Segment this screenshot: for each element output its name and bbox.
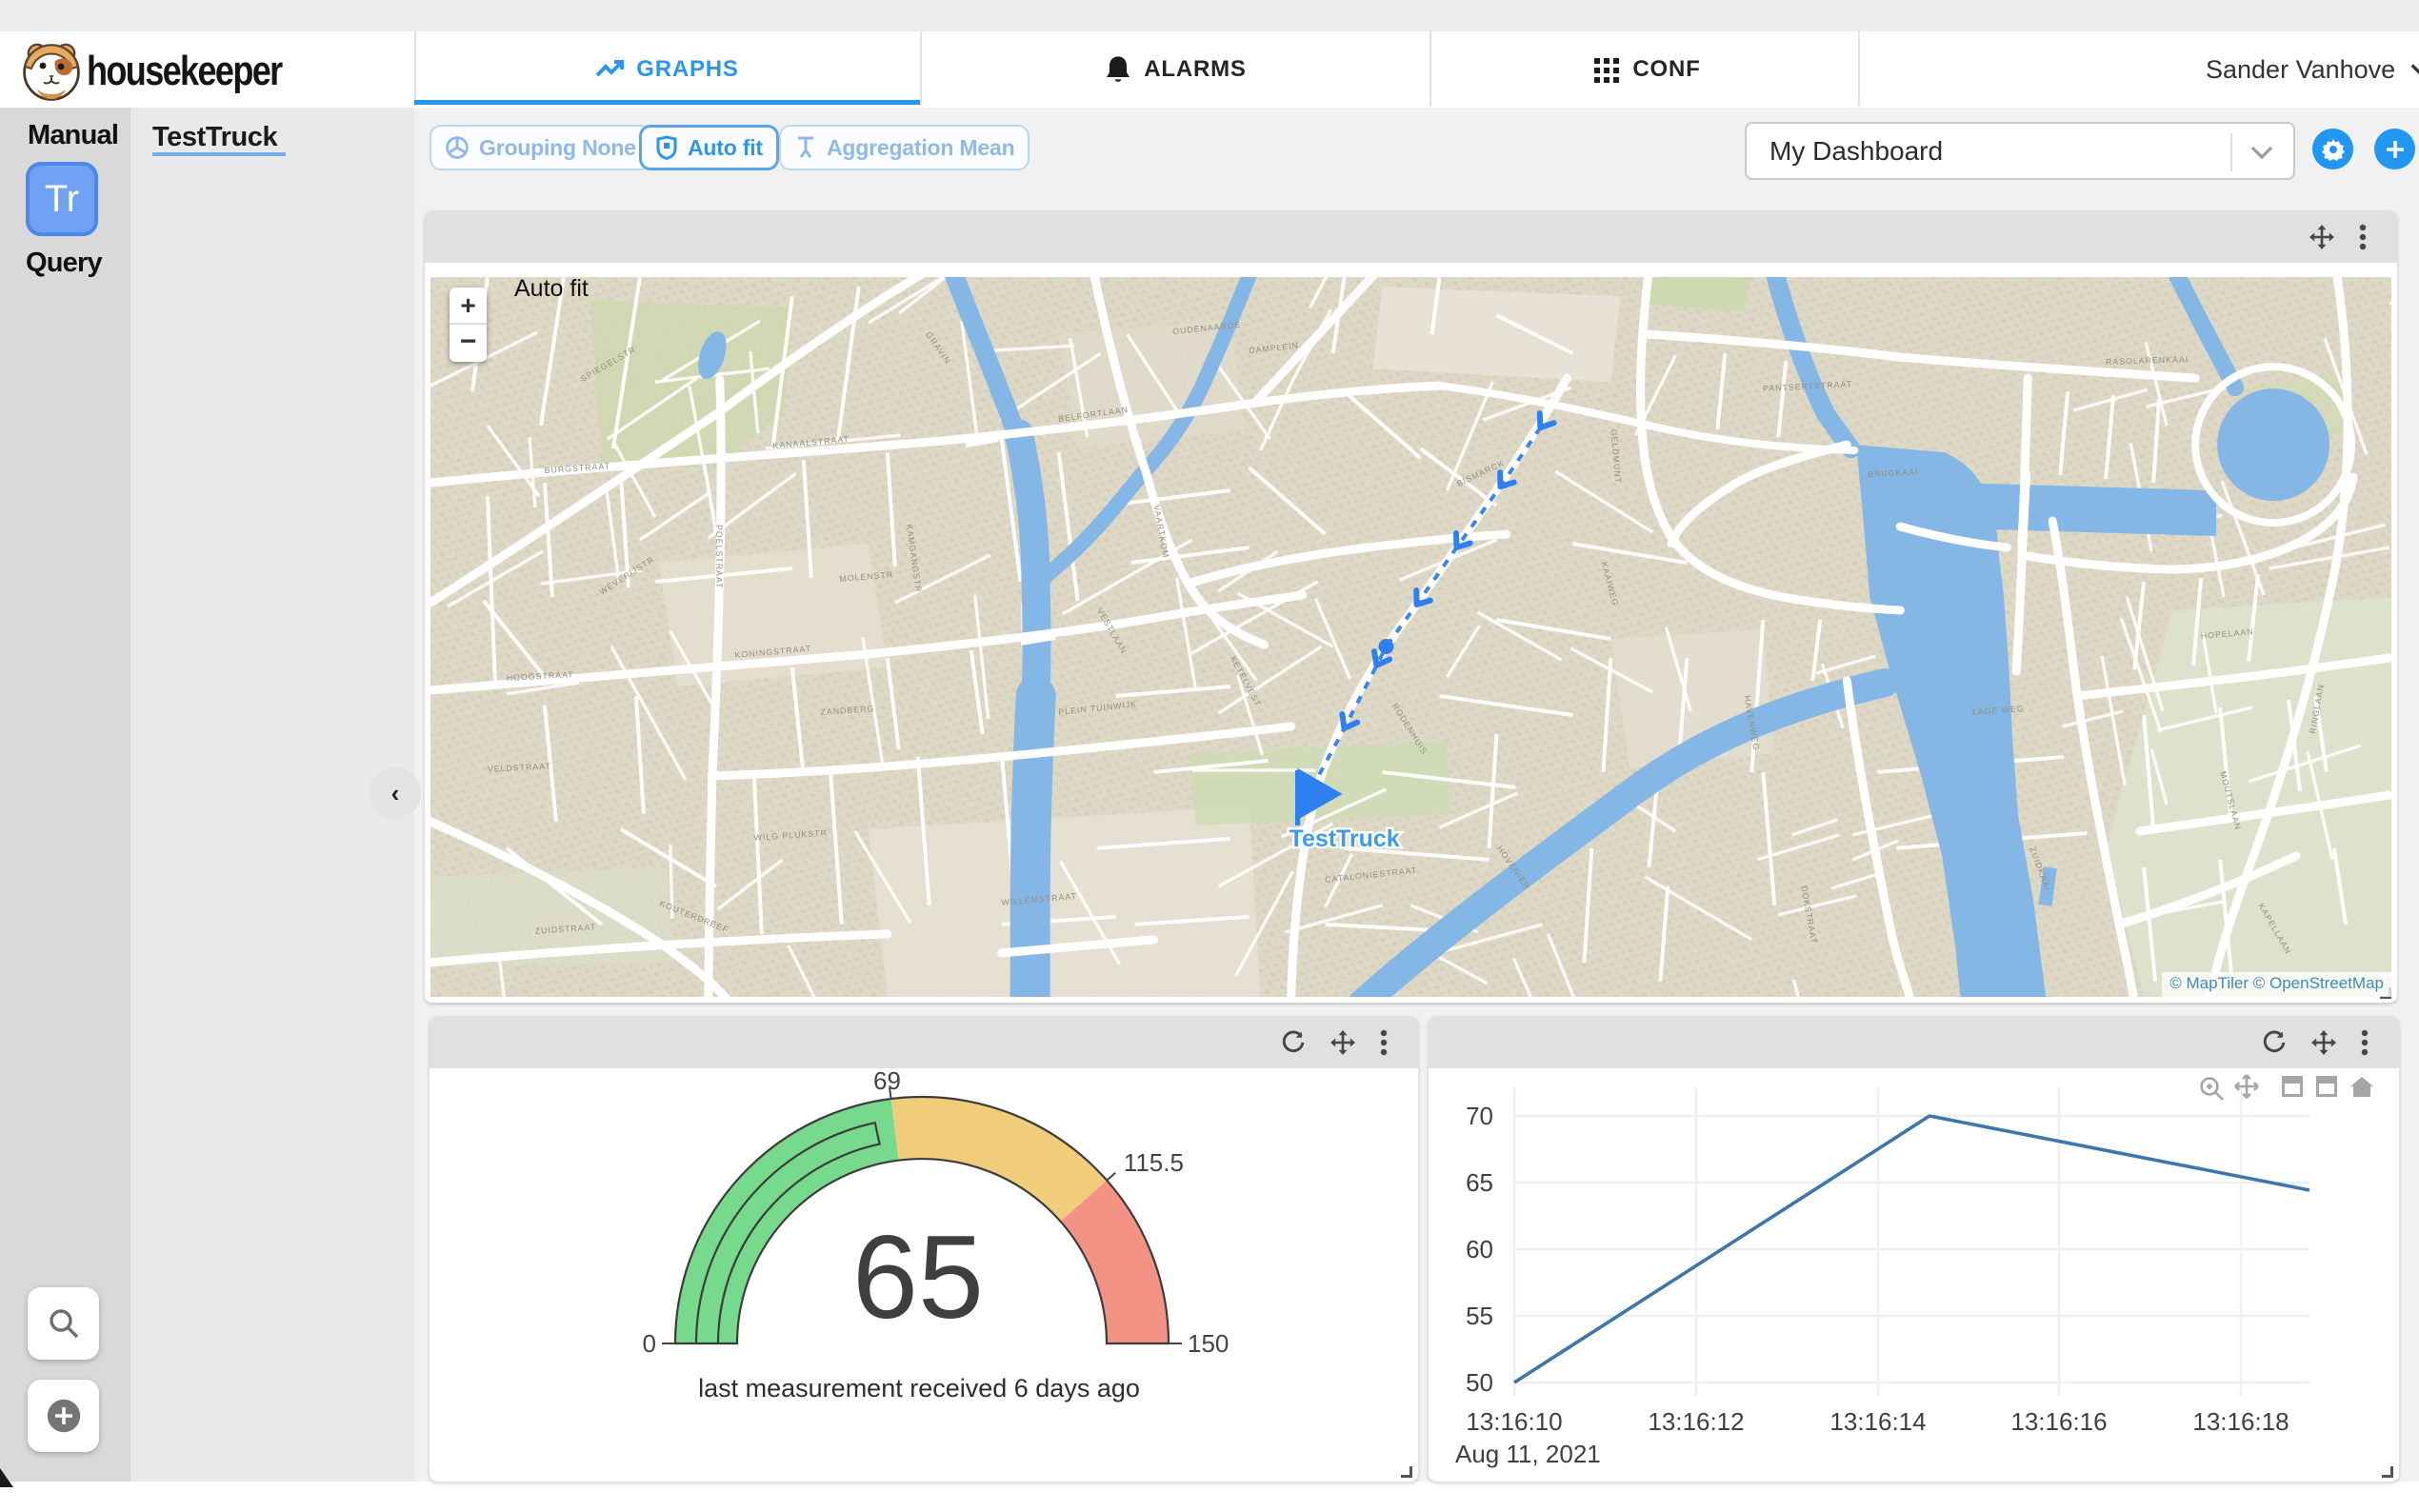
- svg-text:13:16:16: 13:16:16: [2010, 1407, 2107, 1436]
- svg-text:13:16:10: 13:16:10: [1466, 1407, 1562, 1436]
- svg-text:13:16:18: 13:16:18: [2192, 1407, 2289, 1436]
- svg-text:LAGE WEG: LAGE WEG: [1972, 704, 2025, 717]
- svg-text:70: 70: [1466, 1102, 1493, 1130]
- svg-text:HOPELAAN: HOPELAAN: [2200, 627, 2253, 641]
- svg-text:VELDSTRAAT: VELDSTRAAT: [488, 761, 551, 773]
- svg-text:150: 150: [1188, 1329, 1229, 1358]
- svg-text:60: 60: [1466, 1235, 1493, 1263]
- svg-text:POELSTRAAT: POELSTRAAT: [714, 525, 724, 588]
- svg-text:55: 55: [1466, 1302, 1493, 1330]
- svg-text:MOLENSTR: MOLENSTR: [839, 569, 893, 584]
- svg-text:BRUGKAAI: BRUGKAAI: [1868, 467, 1919, 479]
- svg-text:Aug 11, 2021: Aug 11, 2021: [1455, 1440, 1601, 1468]
- svg-text:TestTruck: TestTruck: [1289, 826, 1400, 852]
- svg-text:PANTSERTSTRAAT: PANTSERTSTRAAT: [1763, 379, 1852, 393]
- svg-text:GELDMUNT: GELDMUNT: [1609, 428, 1623, 484]
- svg-text:BURGSTRAAT: BURGSTRAAT: [544, 461, 610, 475]
- svg-text:0: 0: [643, 1329, 656, 1358]
- svg-text:ZUIDSTRAAT: ZUIDSTRAAT: [534, 922, 596, 935]
- svg-text:RASOLARENKAAI: RASOLARENKAAI: [2106, 354, 2189, 367]
- svg-text:69: 69: [873, 1068, 901, 1095]
- svg-text:13:16:12: 13:16:12: [1648, 1407, 1744, 1436]
- svg-text:13:16:14: 13:16:14: [1829, 1407, 1926, 1436]
- svg-text:ZANDBERG: ZANDBERG: [820, 704, 874, 717]
- svg-text:65: 65: [1466, 1168, 1493, 1197]
- svg-text:HOOGSTRAAT: HOOGSTRAAT: [507, 669, 574, 683]
- svg-text:65: 65: [852, 1212, 984, 1343]
- svg-text:115.5: 115.5: [1124, 1148, 1184, 1177]
- svg-text:50: 50: [1466, 1368, 1493, 1397]
- svg-text:last measurement received 6 da: last measurement received 6 days ago: [698, 1374, 1140, 1403]
